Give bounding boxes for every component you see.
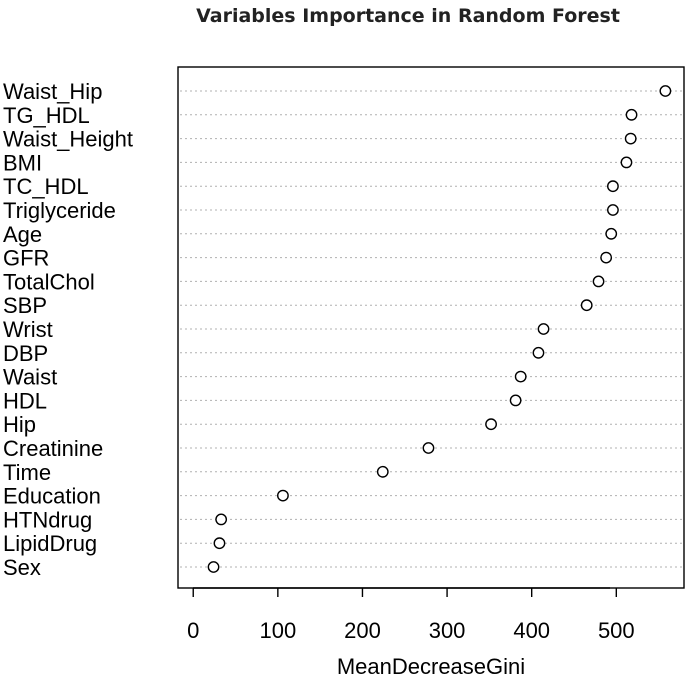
variable-label: Creatinine <box>3 436 103 461</box>
data-point <box>422 442 435 454</box>
data-point <box>607 204 619 216</box>
x-axis-title: MeanDecreaseGini <box>337 654 525 679</box>
data-point <box>600 251 613 264</box>
variable-label: Waist_Height <box>3 127 133 152</box>
data-point <box>485 418 497 431</box>
data-point <box>509 394 522 407</box>
variable-label: HDL <box>3 388 47 413</box>
variable-label: Sex <box>3 555 41 580</box>
data-point <box>213 537 226 550</box>
guide-lines <box>180 90 682 568</box>
variable-label: Hip <box>3 412 36 437</box>
x-tick-label: 500 <box>598 618 635 643</box>
data-point <box>277 489 289 502</box>
variable-label: Waist <box>3 365 57 390</box>
x-tick-label: 200 <box>344 618 381 643</box>
variable-label: TC_HDL <box>3 174 89 199</box>
x-tick-label: 400 <box>513 618 550 643</box>
variable-label: SBP <box>3 293 47 318</box>
data-point <box>607 180 619 193</box>
chart-title: Variables Importance in Random Forest <box>196 5 620 27</box>
data-point <box>625 108 638 121</box>
x-tick-label: 0 <box>187 618 199 643</box>
plot-frame <box>177 66 685 589</box>
variable-labels: Waist_HipTG_HDLWaist_HeightBMITC_HDLTrig… <box>3 79 133 580</box>
data-point <box>376 465 389 478</box>
variable-label: Education <box>3 484 101 509</box>
variable-label: Triglyceride <box>3 198 116 223</box>
variable-label: Waist_Hip <box>3 79 102 104</box>
data-point <box>207 561 220 573</box>
variable-label: TG_HDL <box>3 103 90 128</box>
x-axis-ticks: 0 100 200 300 400 500 <box>187 588 635 643</box>
variable-label: BMI <box>3 150 42 175</box>
data-point <box>580 299 593 312</box>
data-point <box>537 323 550 335</box>
variable-label: Time <box>3 460 51 485</box>
data-point <box>659 85 672 97</box>
data-point <box>514 370 527 383</box>
variable-label: TotalChol <box>3 269 95 294</box>
x-tick-label: 100 <box>259 618 296 643</box>
data-point <box>532 346 545 359</box>
data-point <box>592 275 605 288</box>
variable-label: Wrist <box>3 317 53 342</box>
data-point <box>215 513 228 526</box>
data-point <box>624 132 637 145</box>
data-point <box>620 156 633 169</box>
variable-label: HTNdrug <box>3 507 92 532</box>
variable-label: DBP <box>3 341 48 366</box>
variable-label: LipidDrug <box>3 531 97 556</box>
variable-label: GFR <box>3 246 49 271</box>
data-points <box>207 85 672 573</box>
x-tick-label: 300 <box>429 618 466 643</box>
variable-label: Age <box>3 222 42 247</box>
data-point <box>605 227 618 240</box>
